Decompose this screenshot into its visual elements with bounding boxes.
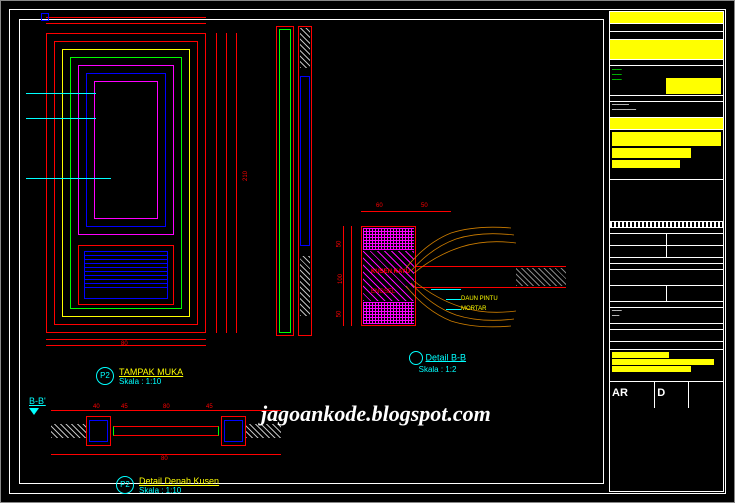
watermark-text: jagoankode.blogspot.com <box>261 401 491 427</box>
detail-label: KUSEN KAYU <box>371 269 410 275</box>
detail-b-b: 50 100 50 60 50 KUSEN KAYU ENGSEL DAUN P… <box>346 181 566 361</box>
drawing-code-right: D <box>657 387 665 399</box>
dim-text: 80 <box>121 341 128 347</box>
caption-denah: Detail Denah Kusen Skala : 1:10 <box>139 476 219 495</box>
section-marker-left: B-B' <box>29 396 46 415</box>
detail-label: DAUN PINTU <box>461 296 498 302</box>
door-side-section <box>276 26 321 346</box>
caption-bubble: P2 <box>116 476 134 494</box>
titleblock: ━━━━━━━━━━━━ ━━━━━━━━━━━━━━━━━ ━━━━━━━ <box>609 11 724 492</box>
dim-text: 210 <box>243 171 249 181</box>
caption-detail-bb: Detail B-B Skala : 1:2 <box>409 351 466 374</box>
cad-canvas: 210 80 P2 TAMPAK MUKA Skala : 1:10 B-B' <box>0 0 735 503</box>
caption-tampak-muka: TAMPAK MUKA Skala : 1:10 <box>119 367 183 386</box>
plan-denah-kusen: 40 45 80 45 80 <box>51 406 281 476</box>
detail-label: ENGSEL <box>371 289 395 295</box>
door-elevation: 210 80 <box>46 23 206 353</box>
door-louver <box>84 251 168 299</box>
caption-bubble: P2 <box>96 367 114 385</box>
detail-label: MORTAR <box>461 306 486 312</box>
drawing-code-left: AR <box>612 387 628 399</box>
